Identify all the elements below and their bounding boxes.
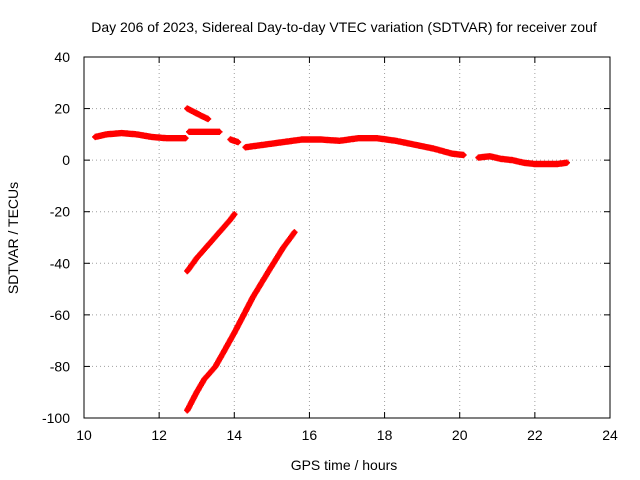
x-tick-label: 20 [452, 427, 468, 443]
series-arc-main-1 [92, 129, 189, 142]
data-point [299, 136, 305, 143]
data-point [475, 154, 482, 161]
data-point [192, 109, 198, 116]
x-axis: 10 12 14 16 18 20 22 24 [76, 57, 618, 443]
data-point [205, 116, 211, 122]
y-tick-label: -40 [50, 255, 70, 271]
data-point [184, 268, 190, 274]
data-point [318, 136, 324, 143]
grid [84, 57, 610, 418]
data-point [199, 113, 205, 119]
series-arc-high [184, 105, 212, 123]
x-tick-label: 22 [527, 427, 543, 443]
data-point [520, 160, 527, 166]
series-arc-main-2 [242, 135, 467, 159]
data-point [182, 135, 189, 141]
data-point [280, 245, 286, 251]
data-point [336, 138, 343, 144]
data-point [149, 134, 155, 140]
data-point [118, 130, 125, 136]
data-point [231, 330, 237, 336]
data-point [216, 229, 222, 235]
data-point [186, 129, 192, 135]
data-point [231, 211, 237, 217]
series-arc-diag-2 [184, 229, 298, 414]
data-point [498, 156, 504, 162]
y-axis: -100 -80 -60 -40 -20 0 20 40 [42, 49, 610, 426]
data-point [212, 363, 219, 370]
data-point [449, 151, 455, 157]
data-point [103, 131, 110, 137]
data-point [242, 144, 249, 150]
data-point [564, 160, 570, 166]
data-point [184, 407, 190, 413]
data-point [280, 139, 286, 145]
data-point [227, 216, 234, 223]
data-point [197, 129, 204, 135]
y-tick-label: 40 [54, 49, 70, 65]
series-arc-mid [186, 128, 223, 135]
data-point [92, 134, 98, 140]
data-point [261, 142, 267, 148]
y-tick-label: 0 [62, 152, 70, 168]
x-tick-label: 12 [151, 427, 167, 443]
data-point [209, 129, 215, 135]
data-point [269, 263, 275, 269]
data-point [355, 135, 361, 141]
y-tick-label: -60 [50, 307, 70, 323]
x-axis-title: GPS time / hours [291, 457, 398, 473]
x-tick-label: 18 [377, 427, 393, 443]
data-point [543, 161, 549, 167]
data-point [184, 105, 190, 112]
y-tick-label: 20 [54, 101, 70, 117]
data-point [291, 229, 297, 235]
data-point [374, 135, 380, 141]
x-tick-label: 10 [76, 427, 92, 443]
plot-frame [83, 56, 611, 419]
data-series [92, 105, 570, 414]
y-tick-label: -80 [50, 358, 70, 374]
data-point [205, 242, 211, 248]
data-point [134, 131, 140, 137]
x-tick-label: 14 [226, 427, 242, 443]
data-point [487, 153, 493, 159]
y-tick-label: -100 [42, 410, 70, 426]
data-point [412, 142, 418, 148]
data-point [227, 136, 234, 143]
y-tick-label: -20 [50, 204, 70, 220]
data-point [554, 161, 561, 167]
chart-title: Day 206 of 2023, Sidereal Day-to-day VTE… [91, 19, 597, 35]
data-point [235, 139, 241, 145]
data-point [194, 389, 200, 395]
data-point [164, 135, 170, 141]
x-tick-label: 16 [302, 427, 318, 443]
x-tick-label: 24 [602, 427, 618, 443]
series-arc-main-3 [475, 153, 570, 168]
data-point [532, 161, 538, 167]
data-point [216, 129, 222, 135]
data-point [460, 152, 467, 158]
y-axis-title: SDTVAR / TECUs [5, 182, 21, 294]
series-arc-short [227, 136, 242, 146]
data-point [509, 157, 515, 163]
data-point [393, 138, 399, 144]
data-point [430, 145, 437, 152]
series-arc-diag-1 [184, 211, 238, 275]
data-point [250, 294, 256, 300]
data-point [201, 376, 207, 382]
data-point [194, 255, 200, 261]
